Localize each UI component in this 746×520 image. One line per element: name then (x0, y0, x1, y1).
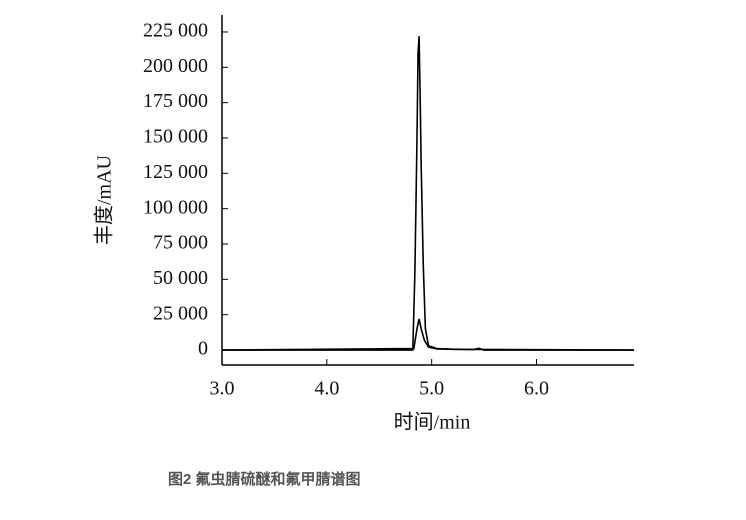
y-tick-label: 125 000 (143, 161, 208, 183)
x-axis-label: 时间/min (394, 411, 471, 434)
caption: 图2 氟虫腈硫醚和氟甲腈谱图 (168, 470, 361, 488)
y-tick-label: 150 000 (143, 126, 208, 148)
y-tick-label: 100 000 (143, 196, 208, 218)
x-tick-label: 3.0 (210, 378, 235, 400)
y-tick-label: 175 000 (143, 90, 208, 112)
y-tick-label: 200 000 (143, 55, 208, 77)
y-tick-label: 0 (198, 338, 208, 360)
y-tick-label: 225 000 (143, 20, 208, 42)
series-line (222, 36, 635, 351)
y-tick-label: 50 000 (153, 267, 208, 289)
y-axis-label: 丰度/mAU (93, 154, 116, 245)
x-tick-label: 5.0 (419, 378, 444, 400)
y-tick-label: 75 000 (153, 232, 208, 254)
x-tick-label: 4.0 (314, 378, 339, 400)
y-tick-label: 25 000 (153, 302, 208, 324)
series-line (221, 318, 634, 351)
x-tick-label: 6.0 (524, 378, 549, 400)
